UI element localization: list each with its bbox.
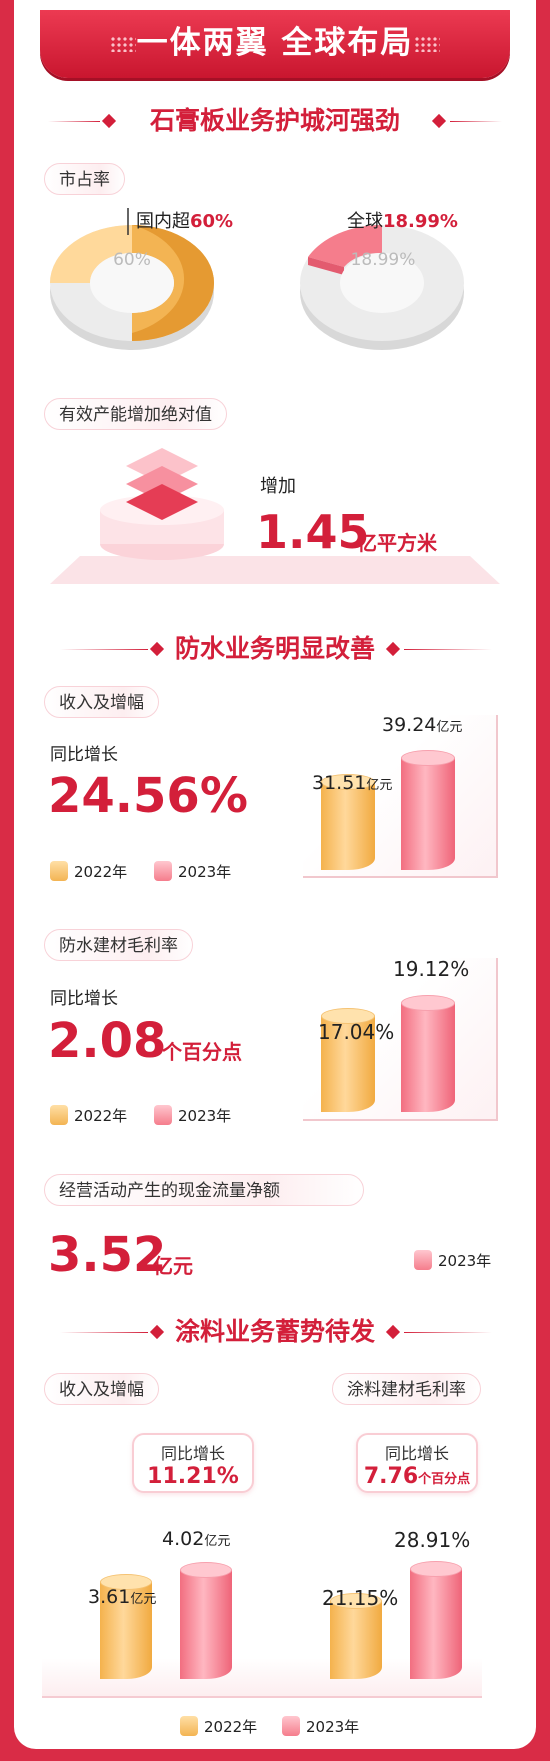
wp-margin-legend-2023: 2023年 xyxy=(154,1105,231,1126)
coat-revenue-growth-label: 同比增长 xyxy=(160,1444,225,1463)
cashflow-legend-2023: 2023年 xyxy=(414,1250,491,1271)
wp-revenue-label: 收入及增幅 xyxy=(44,686,159,718)
legend-swatch-2023 xyxy=(282,1716,300,1736)
bar-coat-revenue-2022 xyxy=(100,1574,152,1679)
cashflow-unit: 亿元 xyxy=(153,1254,193,1278)
capacity-unit: 亿平方米 xyxy=(357,531,437,555)
global-center-label: 18.99% xyxy=(350,250,416,270)
diamond-icon xyxy=(149,1324,165,1340)
legend-swatch-2023 xyxy=(154,861,172,881)
wp-revenue-legend-2022: 2022年 xyxy=(50,861,127,882)
bar-coat-margin-2022 xyxy=(330,1593,382,1679)
wp-revenue-growth-label: 同比增长 xyxy=(50,745,118,765)
wp-margin-growth-label: 同比增长 xyxy=(50,989,118,1009)
diamond-icon xyxy=(431,113,447,129)
wp-revenue-growth-value: 24.56% xyxy=(48,768,248,824)
bar-coat-margin-2023 xyxy=(410,1561,462,1679)
wp-margin-label: 防水建材毛利率 xyxy=(44,929,193,961)
bar-wp-margin-2023 xyxy=(401,995,455,1112)
legend-2022: 2022年 xyxy=(180,1716,257,1737)
coat-margin-growth-value-wrap: 7.76个百分点 xyxy=(363,1464,471,1489)
legend-swatch-2022 xyxy=(180,1716,198,1736)
wp-margin-2022-label: 17.04% xyxy=(318,1020,395,1044)
legend-swatch-2022 xyxy=(50,861,68,881)
cashflow-label: 经营活动产生的现金流量净额 xyxy=(44,1174,364,1206)
section-coating: 涂料业务蓄势待发 xyxy=(0,1315,550,1349)
coat-revenue-label: 收入及增幅 xyxy=(44,1373,159,1405)
dots-left-icon xyxy=(110,36,136,52)
wp-margin-2023-label: 19.12% xyxy=(393,957,470,981)
bar-wp-margin-2022 xyxy=(321,1008,375,1112)
bar-wp-revenue-2022 xyxy=(321,774,375,870)
coat-revenue-growth-value: 11.21% xyxy=(147,1464,239,1489)
wp-revenue-legend-2023: 2023年 xyxy=(154,861,231,882)
cashflow-value: 3.52 xyxy=(48,1227,167,1283)
domestic-center-label: 60% xyxy=(113,250,151,270)
coat-revenue-growth-bubble: 同比增长 11.21% xyxy=(132,1433,254,1493)
section-title-waterproof: 防水业务明显改善 xyxy=(174,634,375,663)
coat-margin-2023-label: 28.91% xyxy=(394,1528,471,1552)
domestic-annotation: 国内超60% xyxy=(136,211,234,232)
capacity-prefix: 增加 xyxy=(260,476,296,497)
wp-revenue-2022-label: 31.51亿元 xyxy=(312,772,393,794)
capacity-illustration xyxy=(50,448,500,584)
domestic-donut xyxy=(50,208,214,350)
wp-revenue-2023-label: 39.24亿元 xyxy=(382,714,463,736)
coat-margin-label: 涂料建材毛利率 xyxy=(332,1373,481,1405)
diamond-icon xyxy=(149,641,165,657)
section-title-coating: 涂料业务蓄势待发 xyxy=(174,1317,375,1346)
capacity-label: 有效产能增加绝对值 xyxy=(44,398,227,430)
share-label: 市占率 xyxy=(44,163,125,195)
legend-swatch-2023 xyxy=(414,1250,432,1270)
global-donut xyxy=(300,224,464,350)
section-gypsum: 石膏板业务护城河强劲 xyxy=(0,104,550,138)
global-annotation: 全球18.99% xyxy=(347,211,458,232)
diamond-icon xyxy=(101,113,117,129)
legend-swatch-2023 xyxy=(154,1105,172,1125)
section-waterproof: 防水业务明显改善 xyxy=(0,632,550,666)
capacity-value: 1.45 xyxy=(256,505,370,559)
wp-margin-growth-value: 2.08 xyxy=(48,1013,167,1069)
coat-revenue-2023-label: 4.02亿元 xyxy=(162,1528,231,1550)
diamond-icon xyxy=(385,1324,401,1340)
dots-right-icon xyxy=(414,36,440,52)
diamond-icon xyxy=(385,641,401,657)
section-title-gypsum: 石膏板业务护城河强劲 xyxy=(149,106,400,135)
page-title: 一体两翼 全球布局 xyxy=(136,25,414,61)
coat-revenue-2022-label: 3.61亿元 xyxy=(88,1586,157,1608)
bar-coat-revenue-2023 xyxy=(180,1562,232,1679)
title-banner: 一体两翼 全球布局 xyxy=(40,10,510,78)
bar-wp-revenue-2023 xyxy=(401,750,455,870)
wp-margin-growth-unit: 个百分点 xyxy=(162,1040,242,1064)
legend-swatch-2022 xyxy=(50,1105,68,1125)
coat-margin-growth-bubble: 同比增长 7.76个百分点 xyxy=(356,1433,478,1493)
coat-margin-growth-label: 同比增长 xyxy=(384,1444,449,1463)
coat-margin-2022-label: 21.15% xyxy=(322,1586,399,1610)
legend-2023: 2023年 xyxy=(282,1716,359,1737)
wp-margin-legend-2022: 2022年 xyxy=(50,1105,127,1126)
